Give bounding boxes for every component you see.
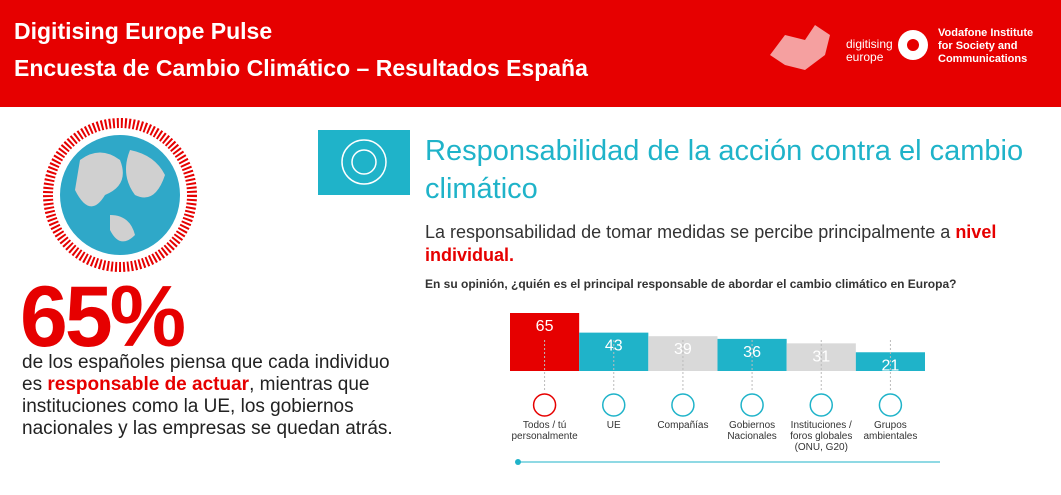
section-subtitle: La responsabilidad de tomar medidas se p…	[425, 221, 1045, 267]
category-label: Gobiernos Nacionales	[727, 420, 777, 442]
text-part: de los españoles piensa que cada individ…	[22, 352, 390, 395]
section-icon-ring	[341, 139, 387, 185]
header-title: Digitising Europe Pulse	[14, 18, 273, 44]
europe-logo	[770, 25, 830, 70]
logo-line: Vodafone Institute	[938, 27, 1034, 39]
logo-line: Communications	[938, 53, 1028, 65]
category-label: Grupos ambientales	[863, 420, 918, 442]
globe-ring	[43, 118, 197, 272]
category-icon	[878, 393, 903, 417]
category-icon	[809, 393, 833, 417]
logo-line: digitising	[846, 37, 893, 51]
vodafone-logo-mark	[907, 39, 919, 51]
category-icon	[602, 393, 626, 417]
logo-text: digitising europe	[846, 38, 893, 64]
header-title: Encuesta de Cambio Climático – Resultado…	[14, 55, 588, 81]
text-highlight: responsable de actuar	[47, 374, 250, 395]
stat-text: de los españoles piensa que cada individ…	[22, 352, 402, 440]
section-icon-globe	[351, 149, 377, 175]
category-icon	[671, 393, 695, 417]
value-label: 65	[536, 318, 554, 335]
text-part: La responsabilidad de tomar medidas se p…	[425, 222, 956, 242]
logo-line: for Society and	[938, 40, 1018, 52]
category-label: UE	[606, 420, 621, 431]
timeline-dot	[515, 459, 521, 465]
value-label: 43	[605, 338, 623, 355]
category-icon	[532, 393, 557, 417]
section-title: Responsabilidad de la acción contra el c…	[425, 135, 1024, 205]
category-label: Compañías	[657, 420, 709, 431]
logo-line: europe	[846, 50, 884, 64]
header	[0, 0, 1061, 107]
stat-figure: 65%	[20, 269, 186, 365]
logo-text: Vodafone Institute for Society and Communi…	[938, 27, 1033, 66]
category-icon	[740, 393, 764, 417]
text-highlight: nivel individual.	[425, 222, 997, 265]
text-part: , mientras que instituciones como la UE,…	[22, 374, 393, 439]
globe-land	[75, 150, 165, 242]
question: En su opinión, ¿quién es el principal re…	[425, 277, 957, 291]
category-label: Instituciones / foros globales (ONU, G20…	[790, 420, 853, 453]
category-label: Todos / tú personalmente	[511, 420, 578, 442]
